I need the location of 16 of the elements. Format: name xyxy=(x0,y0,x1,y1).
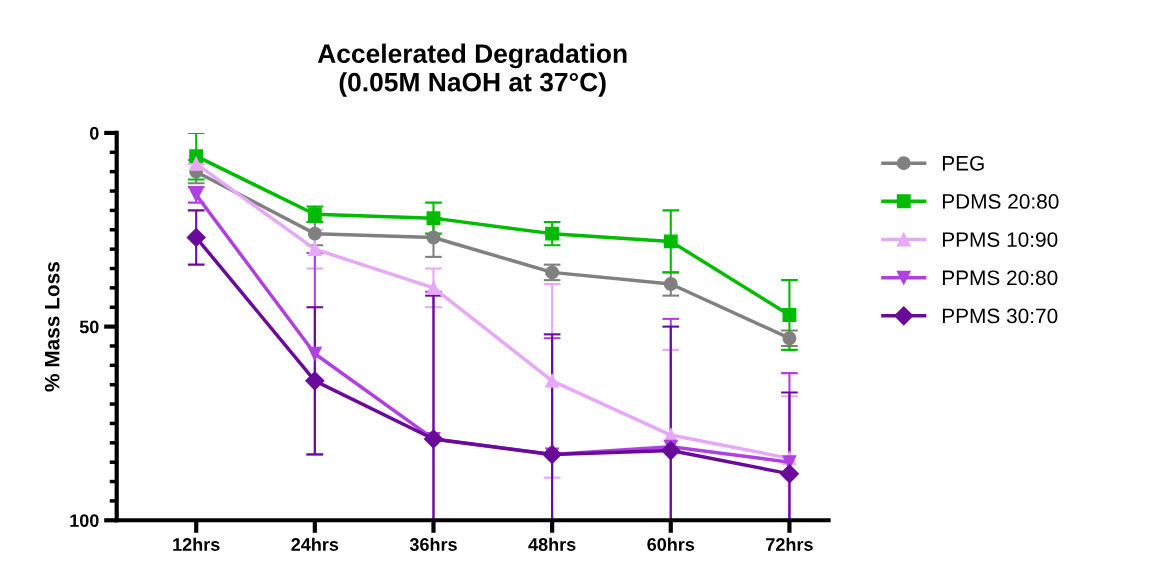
legend-label: PEG xyxy=(942,155,984,171)
x-tick-label: 72hrs xyxy=(766,537,813,551)
legend-label: PPMS 20:80 xyxy=(942,270,1058,286)
y-tick-label: 0 xyxy=(90,126,99,140)
legend-label: PPMS 30:70 xyxy=(942,308,1058,324)
x-tick-label: 48hrs xyxy=(528,537,576,551)
y-tick-label: 100 xyxy=(70,514,99,527)
legend-label: PPMS 10:90 xyxy=(942,232,1058,247)
x-tick-label: 36hrs xyxy=(409,537,457,551)
x-tick-label: 24hrs xyxy=(291,537,339,551)
x-tick-label: 12hrs xyxy=(173,537,220,551)
legend-label: PDMS 20:80 xyxy=(942,194,1059,209)
chart-title: Accelerated Degradation (0.05M NaOH at 37°C) xyxy=(317,43,627,97)
x-tick-label: 60hrs xyxy=(647,537,695,551)
y-axis-title: % Mass Loss xyxy=(44,262,60,392)
y-tick-label: 50 xyxy=(79,320,99,334)
